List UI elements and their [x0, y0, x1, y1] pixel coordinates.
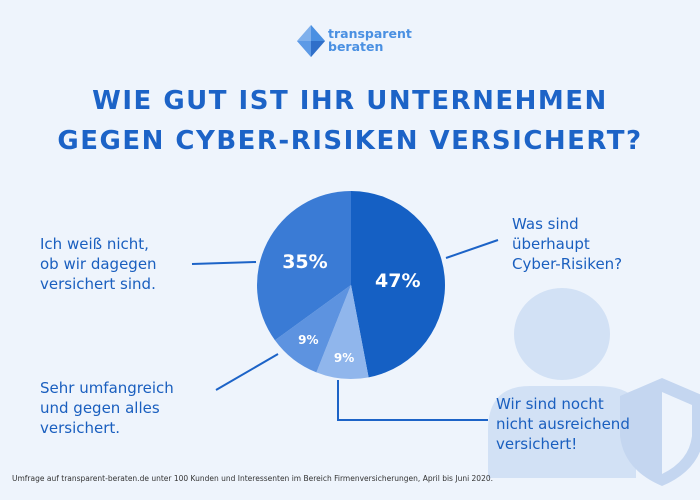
slice-value-label: 47% — [375, 270, 420, 292]
label-line: Cyber-Risiken? — [512, 255, 623, 273]
headline-line2: GEGEN CYBER-RISIKEN VERSICHERT? — [57, 126, 643, 156]
person-icon — [488, 288, 636, 478]
leader-line-top-left — [191, 261, 257, 265]
label-line: versichert sind. — [40, 275, 156, 293]
label-top-left: Ich weiß nicht, ob wir dagegen versicher… — [40, 234, 157, 294]
slice-value-label: 9% — [298, 333, 318, 347]
label-line: Wir sind nocht — [496, 395, 604, 413]
label-line: Sehr umfangreich — [40, 379, 174, 397]
diamond-logo-icon — [297, 25, 325, 57]
leader-line-bottom-right — [337, 380, 488, 421]
pie-slice — [274, 285, 351, 373]
label-line: und gegen alles — [40, 399, 160, 417]
label-line: Was sind — [512, 215, 579, 233]
pie-slice — [257, 191, 351, 341]
pie-slice — [316, 285, 369, 379]
brand-name-line1: transparent — [328, 26, 412, 41]
shield-icon — [620, 378, 700, 486]
pie-slice — [351, 191, 446, 378]
label-line: überhaupt — [512, 235, 590, 253]
label-line: versichert. — [40, 419, 121, 437]
leader-line-top-right — [445, 239, 499, 259]
label-line: nicht ausreichend — [496, 415, 630, 433]
slice-value-label: 9% — [334, 351, 354, 365]
brand-name-line2: beraten — [328, 39, 384, 54]
slice-value-label: 35% — [282, 251, 327, 273]
label-bottom-left: Sehr umfangreich und gegen alles versich… — [40, 378, 174, 438]
leader-line-bottom-left — [215, 353, 279, 391]
brand-logo: transparent beraten — [296, 24, 416, 58]
headline-line1: WIE GUT IST IHR UNTERNEHMEN — [92, 86, 608, 116]
label-line: versichert! — [496, 435, 578, 453]
label-top-right: Was sind überhaupt Cyber-Risiken? — [512, 214, 622, 274]
label-line: Ich weiß nicht, — [40, 235, 149, 253]
label-line: ob wir dagegen — [40, 255, 157, 273]
footnote: Umfrage auf transparent-beraten.de unter… — [12, 474, 494, 483]
label-bottom-right: Wir sind nocht nicht ausreichend versich… — [496, 394, 630, 454]
